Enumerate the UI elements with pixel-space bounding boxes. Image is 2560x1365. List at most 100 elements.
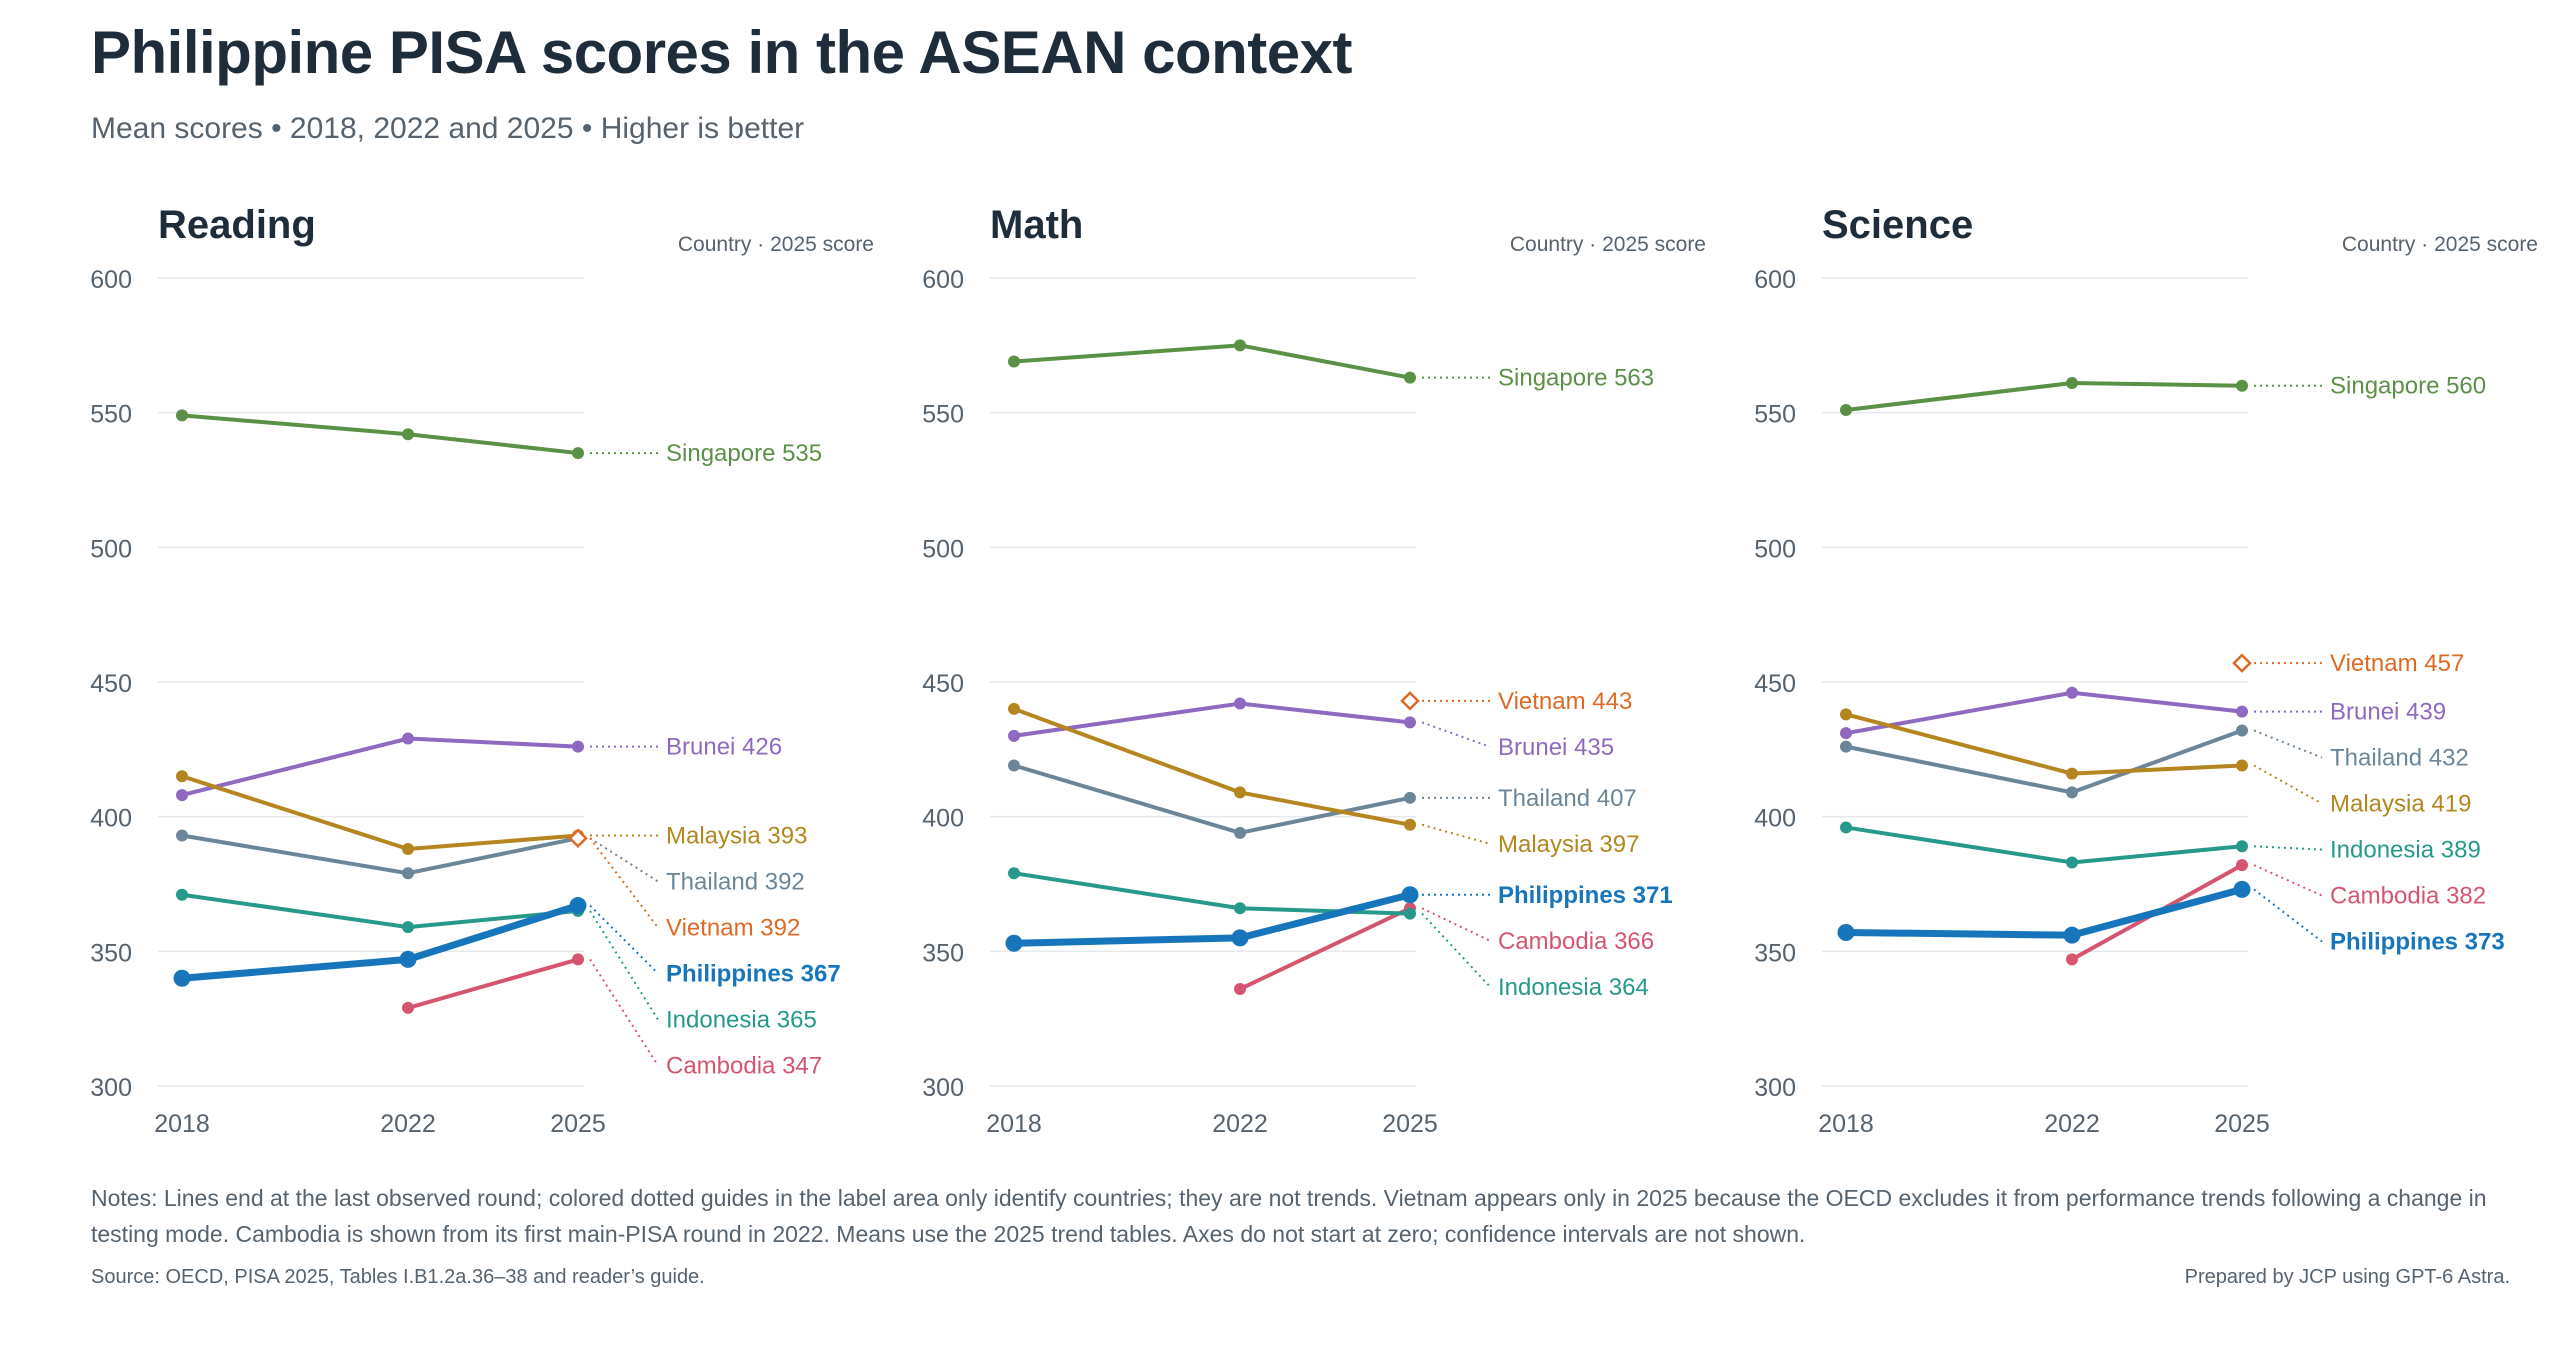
- end-label-cambodia: Cambodia 366: [1498, 928, 1654, 955]
- y-tick-label: 550: [1754, 401, 1796, 429]
- data-point-vietnam: [1400, 691, 1420, 711]
- end-label-philippines: Philippines 373: [2330, 929, 2505, 956]
- credit-note: Prepared by JCP using GPT-6 Astra.: [2184, 1266, 2510, 1288]
- legend-header: Country · 2025 score: [678, 233, 874, 256]
- series-line-thailand: [1012, 763, 1412, 835]
- data-point-indonesia: [1404, 907, 1416, 920]
- end-label-philippines: Philippines 367: [666, 961, 841, 988]
- data-point-cambodia: [402, 1001, 414, 1014]
- x-tick-label: 2025: [1382, 1110, 1438, 1138]
- leader-line-philippines: [589, 904, 659, 975]
- data-point-indonesia: [1008, 867, 1020, 880]
- panel-title: Science: [1822, 203, 1973, 247]
- data-point-philippines: [1401, 886, 1419, 904]
- series-line-malaysia: [180, 774, 580, 851]
- series-line-cambodia: [406, 957, 580, 1010]
- x-tick-label: 2022: [1212, 1110, 1268, 1138]
- data-point-vietnam: [568, 828, 588, 848]
- leader-line-thailand: [589, 837, 659, 883]
- data-point-thailand: [1840, 740, 1852, 753]
- series-line-singapore: [180, 413, 580, 456]
- end-label-thailand: Thailand 407: [1498, 785, 1637, 812]
- data-point-cambodia: [1234, 983, 1246, 996]
- y-tick-label: 400: [90, 805, 132, 833]
- data-point-indonesia: [1234, 902, 1246, 915]
- y-tick-label: 500: [90, 535, 132, 563]
- data-point-cambodia: [572, 953, 584, 966]
- legend-header: Country · 2025 score: [1510, 233, 1706, 256]
- y-tick-label: 500: [922, 535, 964, 563]
- leader-line-indonesia: [2253, 845, 2323, 851]
- leader-line-cambodia: [2253, 864, 2323, 897]
- series-line-cambodia: [1238, 906, 1412, 992]
- data-point-malaysia: [1234, 786, 1246, 799]
- data-point-brunei: [1008, 729, 1020, 742]
- data-point-singapore: [2236, 379, 2248, 392]
- data-point-malaysia: [1008, 702, 1020, 715]
- end-label-malaysia: Malaysia 419: [2330, 791, 2471, 818]
- page-subtitle: Mean scores • 2018, 2022 and 2025 • High…: [91, 112, 805, 145]
- page-title: Philippine PISA scores in the ASEAN cont…: [91, 19, 1352, 86]
- y-tick-label: 550: [90, 401, 132, 429]
- data-point-indonesia: [2236, 840, 2248, 853]
- panel-title: Reading: [158, 203, 316, 247]
- data-point-indonesia: [1840, 821, 1852, 834]
- data-point-malaysia: [402, 842, 414, 855]
- y-tick-label: 350: [1754, 939, 1796, 967]
- end-label-vietnam: Vietnam 457: [2330, 650, 2464, 677]
- end-label-cambodia: Cambodia 347: [666, 1053, 822, 1080]
- x-tick-label: 2022: [2044, 1110, 2100, 1138]
- y-tick-label: 600: [922, 266, 964, 294]
- x-tick-label: 2025: [2214, 1110, 2270, 1138]
- end-label-indonesia: Indonesia 365: [666, 1007, 817, 1034]
- data-point-thailand: [176, 829, 188, 842]
- end-label-thailand: Thailand 432: [2330, 745, 2469, 772]
- leader-line-cambodia: [589, 958, 659, 1067]
- x-tick-label: 2018: [986, 1110, 1042, 1138]
- data-point-indonesia: [176, 888, 188, 901]
- y-tick-label: 450: [922, 670, 964, 698]
- end-label-brunei: Brunei 435: [1498, 734, 1614, 761]
- end-label-malaysia: Malaysia 393: [666, 823, 807, 850]
- y-tick-label: 350: [922, 939, 964, 967]
- y-tick-label: 300: [90, 1074, 132, 1102]
- y-tick-label: 400: [1754, 805, 1796, 833]
- data-point-philippines: [173, 969, 191, 987]
- y-tick-label: 600: [1754, 266, 1796, 294]
- y-tick-label: 450: [1754, 670, 1796, 698]
- data-point-philippines: [399, 950, 417, 968]
- x-tick-label: 2022: [380, 1110, 436, 1138]
- end-label-singapore: Singapore 560: [2330, 373, 2486, 400]
- data-point-philippines: [2063, 926, 2081, 944]
- end-label-malaysia: Malaysia 397: [1498, 831, 1639, 858]
- leader-line-brunei: [1421, 721, 1491, 748]
- data-point-philippines: [1837, 923, 1855, 941]
- data-point-brunei: [1404, 716, 1416, 729]
- y-tick-label: 450: [90, 670, 132, 698]
- data-point-singapore: [402, 428, 414, 441]
- series-line-indonesia: [1844, 825, 2244, 865]
- data-point-philippines: [569, 897, 587, 915]
- leader-line-thailand: [2253, 729, 2323, 759]
- series-line-singapore: [1844, 381, 2244, 412]
- data-point-thailand: [2066, 786, 2078, 799]
- series-line-brunei: [1844, 690, 2244, 736]
- data-point-brunei: [2066, 686, 2078, 699]
- end-label-singapore: Singapore 535: [666, 440, 822, 467]
- data-point-thailand: [1008, 759, 1020, 772]
- x-tick-label: 2018: [154, 1110, 210, 1138]
- data-point-singapore: [572, 447, 584, 460]
- leader-line-malaysia: [2253, 764, 2323, 805]
- end-label-singapore: Singapore 563: [1498, 365, 1654, 392]
- x-tick-label: 2018: [1818, 1110, 1874, 1138]
- data-point-singapore: [176, 409, 188, 422]
- data-point-brunei: [1234, 697, 1246, 710]
- end-label-cambodia: Cambodia 382: [2330, 883, 2486, 910]
- data-point-brunei: [176, 789, 188, 802]
- data-point-singapore: [1404, 371, 1416, 384]
- panel-reading: Reading Country · 2025 score 300 350 400 450 5…: [90, 203, 874, 1138]
- data-point-vietnam: [2232, 653, 2252, 673]
- data-point-singapore: [2066, 377, 2078, 390]
- data-point-brunei: [402, 732, 414, 745]
- data-point-thailand: [1234, 826, 1246, 839]
